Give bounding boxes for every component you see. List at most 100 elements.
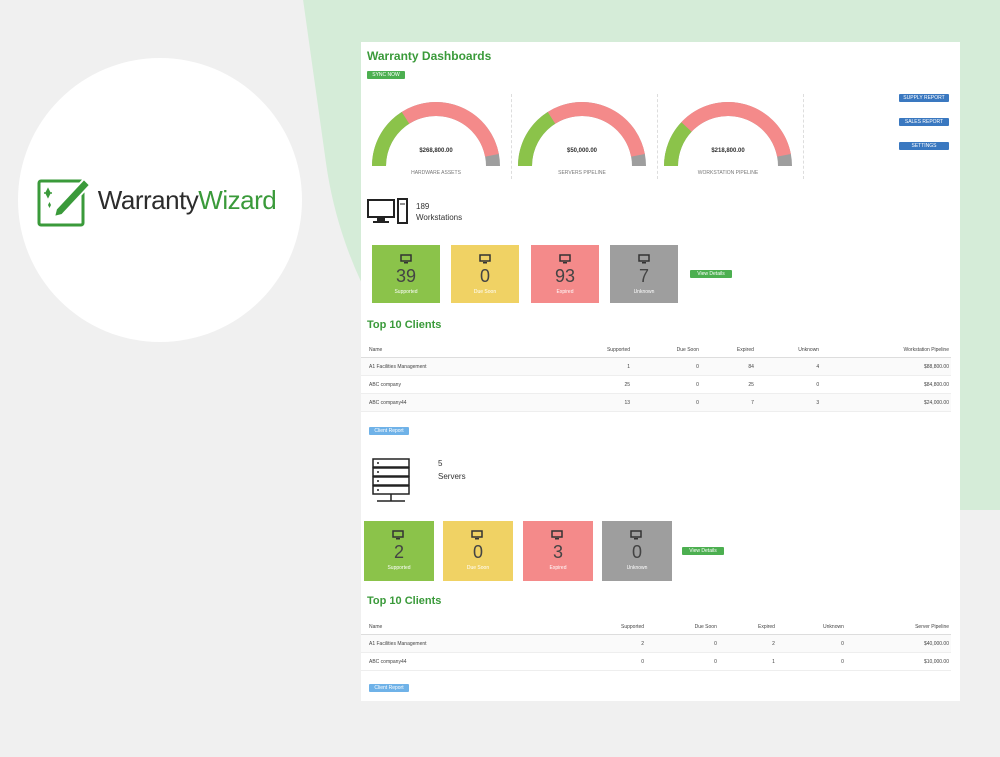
cell: 0 (646, 652, 719, 671)
tile-label: Unknown (633, 289, 655, 295)
tile-due-soon[interactable]: 0 Due Soon (443, 521, 513, 581)
view-details-button[interactable]: View Details (690, 270, 732, 278)
cell: $24,000.00 (821, 393, 951, 412)
tile-value: 0 (472, 542, 483, 562)
supply-report-button[interactable]: SUPPLY REPORT (899, 94, 949, 102)
gauge-chart (518, 102, 646, 167)
cell: $88,800.00 (821, 357, 951, 376)
cell: 84 (700, 357, 756, 376)
gauge-value: $268,800.00 (419, 148, 453, 154)
dashboard-panel: Warranty Dashboards SYNC NOW SUPPLY REPO… (361, 42, 960, 701)
cell: 1 (718, 652, 777, 671)
tile-value: 39 (395, 266, 417, 286)
tile-supported[interactable]: 39 Supported (372, 245, 440, 303)
divider (511, 94, 512, 179)
cell: $40,000.00 (845, 634, 951, 653)
tile-supported[interactable]: 2 Supported (364, 521, 434, 581)
cell: ABC company44 (361, 393, 561, 412)
clients-title: Top 10 Clients (367, 595, 442, 607)
tile-value: 0 (631, 542, 642, 562)
gauge-label: WORKSTATION PIPELINE (697, 170, 759, 176)
tile-label: Expired (549, 565, 567, 571)
cell: 0 (632, 375, 701, 394)
col-header: Due Soon (632, 343, 701, 358)
cell: A1 Facilities Management (361, 634, 571, 653)
gauge-value: $218,800.00 (711, 148, 745, 154)
cell: 4 (755, 357, 822, 376)
cell: 0 (632, 393, 701, 412)
gauge-servers-pipeline: $50,000.00 SERVERS PIPELINE (517, 100, 647, 180)
tile-label: Due Soon (473, 289, 497, 295)
divider (657, 94, 658, 179)
monitor-icon (559, 254, 571, 264)
brand-name: WarrantyWizard (97, 184, 277, 215)
gauge-label: SERVERS PIPELINE (558, 170, 606, 176)
gauge-chart (664, 102, 792, 167)
workstation-icon (367, 198, 408, 224)
client-report-button[interactable]: Client Report (369, 427, 409, 435)
gauge-label: HARDWARE ASSETS (411, 170, 461, 176)
tile-expired[interactable]: 3 Expired (523, 521, 593, 581)
cell: 3 (755, 393, 822, 412)
tile-expired[interactable]: 93 Expired (531, 245, 599, 303)
monitor-icon (471, 530, 483, 540)
cell: ABC company (361, 375, 561, 394)
cell: 13 (561, 393, 633, 412)
sales-report-button[interactable]: SALES REPORT (899, 118, 949, 126)
tile-unknown[interactable]: 0 Unknown (602, 521, 672, 581)
view-details-button[interactable]: View Details (682, 547, 724, 555)
col-header: Workstation Pipeline (821, 343, 951, 358)
gauge-chart (372, 102, 500, 167)
cell: 7 (700, 393, 756, 412)
table-row[interactable]: ABC company 25 0 25 0 $84,800.00 (361, 375, 951, 394)
tile-label: Expired (556, 289, 574, 295)
tile-label: Unknown (626, 565, 648, 571)
col-header: Expired (718, 620, 777, 635)
tile-unknown[interactable]: 7 Unknown (610, 245, 678, 303)
tile-value: 0 (479, 266, 490, 286)
gauge-hardware-assets: $268,800.00 HARDWARE ASSETS (371, 100, 501, 180)
cell: 1 (561, 357, 633, 376)
col-header: Unknown (776, 620, 846, 635)
wand-icon (37, 177, 92, 227)
table-row[interactable]: ABC company44 13 0 7 3 $24,000.00 (361, 393, 951, 412)
table-row[interactable]: A1 Facilities Management 1 0 84 4 $88,800.00 (361, 357, 951, 376)
client-report-button[interactable]: Client Report (369, 684, 409, 692)
col-header: Expired (700, 343, 756, 358)
tile-due-soon[interactable]: 0 Due Soon (451, 245, 519, 303)
tile-value: 3 (552, 542, 563, 562)
cell: 0 (646, 634, 719, 653)
table-row[interactable]: ABC company44 0 0 1 0 $10,000.00 (361, 652, 951, 671)
tile-value: 2 (393, 542, 404, 562)
cell: 0 (776, 652, 846, 671)
col-header: Name (361, 620, 571, 635)
server-label: Servers (438, 472, 466, 481)
tile-label: Due Soon (466, 565, 490, 571)
cell: $10,000.00 (845, 652, 951, 671)
brand-logo: WarrantyWizard (36, 171, 277, 229)
cell: $84,800.00 (821, 375, 951, 394)
dashboard-title: Warranty Dashboards (367, 49, 492, 63)
logo-circle: WarrantyWizard (18, 58, 302, 342)
monitor-icon (479, 254, 491, 264)
cell: 0 (571, 652, 647, 671)
workstation-count: 189 (416, 202, 430, 211)
cell: 0 (632, 357, 701, 376)
table-row[interactable]: A1 Facilities Management 2 0 2 0 $40,000.00 (361, 634, 951, 653)
cell: 2 (571, 634, 647, 653)
monitor-icon (400, 254, 412, 264)
col-header: Server Pipeline (845, 620, 951, 635)
divider (803, 94, 804, 179)
monitor-icon (551, 530, 563, 540)
gauge-workstation-pipeline: $218,800.00 WORKSTATION PIPELINE (663, 100, 793, 180)
col-header: Unknown (755, 343, 822, 358)
cell: 25 (561, 375, 633, 394)
settings-button[interactable]: SETTINGS (899, 142, 949, 150)
tile-label: Supported (387, 565, 411, 571)
col-header: Supported (561, 343, 633, 358)
sync-now-button[interactable]: SYNC NOW (367, 71, 405, 79)
cell: ABC company44 (361, 652, 571, 671)
monitor-icon (638, 254, 650, 264)
gauge-value: $50,000.00 (566, 148, 598, 154)
cell: A1 Facilities Management (361, 357, 561, 376)
